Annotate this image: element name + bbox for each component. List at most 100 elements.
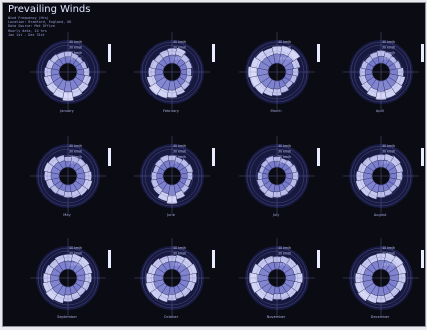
wind-rose-september: 40 km/h 30 km/h 20 km/h 10 km/h September	[15, 230, 119, 326]
ring-label: 10 km/h	[382, 161, 395, 165]
rose-petal	[265, 155, 275, 164]
ring-label: 30 km/h	[278, 46, 291, 50]
rose-petal	[146, 75, 158, 87]
rose-petal	[280, 291, 290, 301]
rose-petal	[145, 281, 157, 294]
ring-label: 10 km/h	[382, 263, 395, 267]
chart-info: Wind Frequency (Hrs) Location: Bradford,…	[8, 16, 71, 37]
rose-petal	[49, 53, 60, 64]
ring-label: 40 km/h	[173, 144, 186, 148]
wind-rose-svg: 40 km/h 30 km/h20 km/h 10 km/h	[134, 136, 215, 214]
wind-rose-svg: 40 km/h 30 km/h20 km/h 10 km/h	[134, 238, 215, 316]
ring-label: 40 km/h	[173, 246, 186, 250]
rose-petal	[360, 60, 369, 70]
legend-bar	[108, 250, 111, 268]
ring-label: 20 km/h	[382, 51, 395, 55]
rose-petal	[355, 179, 367, 191]
ring-label: 20 km/h	[69, 155, 82, 159]
wind-rose-july: 40 km/h 30 km/h 20 km/h 10 km/h July	[224, 128, 328, 234]
ring-label: 20 km/h	[278, 51, 291, 55]
ring-label: 10 km/h	[382, 57, 395, 61]
legend-bar	[317, 148, 320, 166]
rose-petal	[264, 255, 274, 265]
ring-label: 40 km/h	[278, 40, 291, 44]
rose-petal	[45, 59, 55, 69]
ring-label: 30 km/h	[278, 252, 291, 256]
rose-petal	[159, 154, 170, 163]
month-label: March	[270, 109, 282, 113]
ring-label: 10 km/h	[173, 57, 186, 61]
rose-petal	[82, 179, 93, 190]
wind-rose-svg: 40 km/h 30 km/h20 km/h 10 km/h	[343, 238, 424, 316]
rose-petal	[391, 255, 404, 268]
ring-label: 20 km/h	[173, 257, 186, 261]
ring-label: 30 km/h	[69, 46, 82, 50]
wind-rose-svg: 40 km/h 30 km/h20 km/h 10 km/h	[239, 32, 320, 110]
month-label: October	[163, 315, 179, 319]
rose-petal	[369, 51, 379, 60]
rose-petal	[149, 59, 159, 69]
rose-petal	[255, 50, 268, 63]
legend-bar	[212, 250, 215, 268]
month-label: February	[163, 109, 179, 113]
wind-rose-svg: 40 km/h 30 km/h20 km/h 10 km/h	[30, 32, 111, 110]
month-label: December	[370, 315, 390, 319]
rose-petal	[393, 178, 402, 188]
wind-rose-svg: 40 km/h 30 km/h20 km/h 10 km/h	[30, 136, 111, 214]
month-label: July	[272, 213, 280, 217]
rose-petal	[54, 254, 65, 265]
rose-petal	[366, 86, 378, 98]
month-label: August	[373, 213, 387, 217]
rose-petal	[44, 264, 55, 275]
info-line: Jan 1st - Dec 31st	[8, 32, 45, 37]
wind-rose-april: 40 km/h 30 km/h 20 km/h 10 km/h April	[328, 24, 425, 130]
month-label: April	[375, 109, 385, 113]
ring-label: 40 km/h	[69, 144, 82, 148]
ring-label: 20 km/h	[69, 51, 82, 55]
rose-petal	[357, 162, 368, 173]
ring-label: 10 km/h	[173, 161, 186, 165]
rose-petal	[289, 74, 298, 84]
ring-label: 30 km/h	[69, 252, 82, 256]
rose-petal	[394, 163, 404, 173]
month-label: September	[57, 315, 77, 319]
legend-bar	[108, 148, 111, 166]
ring-label: 20 km/h	[173, 155, 186, 159]
ring-label: 20 km/h	[382, 155, 395, 159]
rose-petal	[264, 189, 274, 199]
month-label: January	[60, 109, 74, 113]
month-label: May	[63, 213, 71, 217]
wind-rose-august: 40 km/h 30 km/h 20 km/h 10 km/h August	[328, 128, 425, 234]
info-line: Data Source: Met Office	[8, 24, 55, 29]
wind-rose-may: 40 km/h 30 km/h 20 km/h 10 km/h May	[15, 128, 119, 234]
ring-label: 30 km/h	[173, 150, 186, 154]
info-line: Hourly data, 24 hrs	[8, 28, 47, 33]
ring-label: 10 km/h	[278, 161, 291, 165]
wind-rose-svg: 40 km/h 30 km/h20 km/h 10 km/h	[30, 238, 111, 316]
ring-label: 40 km/h	[382, 144, 395, 148]
rose-petal	[256, 178, 265, 188]
wind-rose-january: 40 km/h 30 km/h 20 km/h 10 km/h January	[15, 24, 119, 130]
wind-rose-svg: 40 km/h 30 km/h20 km/h 10 km/h	[239, 238, 320, 316]
rose-petal	[290, 58, 301, 69]
rose-petal	[368, 154, 379, 163]
rose-petal	[184, 60, 193, 70]
chart-title: Prevailing Winds	[8, 4, 91, 15]
rose-petal	[43, 162, 54, 173]
month-label: June	[167, 213, 175, 217]
rose-petal	[82, 264, 93, 275]
legend-bar	[317, 250, 320, 268]
rose-petal	[291, 281, 302, 292]
rose-petal	[394, 281, 405, 292]
wind-rose-svg: 40 km/h 30 km/h20 km/h 10 km/h	[343, 136, 424, 214]
ring-label: 10 km/h	[278, 263, 291, 267]
legend-bar	[212, 44, 215, 62]
ring-label: 40 km/h	[278, 246, 291, 250]
rose-petal	[43, 75, 54, 86]
rose-petal	[147, 264, 158, 275]
ring-label: 40 km/h	[69, 40, 82, 44]
rose-petal	[185, 163, 194, 174]
rose-petal	[159, 255, 169, 265]
rose-petal	[157, 190, 169, 202]
chart-frame: 40 km/h 30 km/h 20 km/h 10 km/h January 40 km…	[2, 2, 426, 327]
